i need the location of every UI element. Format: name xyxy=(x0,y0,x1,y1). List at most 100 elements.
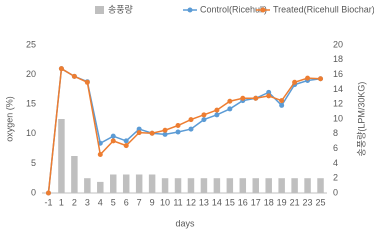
bar xyxy=(187,178,195,193)
x-tick-label: 6 xyxy=(124,197,129,207)
point xyxy=(110,138,116,144)
point xyxy=(188,117,194,123)
point xyxy=(97,152,103,158)
x-tick-label: 17 xyxy=(251,197,261,207)
x-tick-label: 13 xyxy=(199,197,209,207)
bar xyxy=(58,119,65,193)
point xyxy=(110,133,116,139)
y2-tick-label: 8 xyxy=(333,128,338,138)
legend-swatch xyxy=(95,6,104,14)
line xyxy=(47,67,321,194)
legend-swatch xyxy=(260,7,266,13)
bar xyxy=(174,178,182,193)
x-tick-label: 1 xyxy=(59,197,64,207)
bar xyxy=(110,174,117,193)
y-tick-label: 25 xyxy=(26,39,36,49)
bar xyxy=(200,178,208,193)
x-tick-label: 2 xyxy=(72,197,77,207)
point xyxy=(227,98,233,104)
x-tick-label: 10 xyxy=(160,197,170,207)
x-tick-label: 7 xyxy=(137,197,142,207)
x-tick-label: 21 xyxy=(290,197,300,207)
bar xyxy=(161,178,169,193)
bar xyxy=(97,181,104,193)
y2-axis-label: 송풍량(LPM/30KG) xyxy=(355,82,366,157)
y2-tick-label: 18 xyxy=(333,54,343,64)
y-tick-label: 5 xyxy=(31,158,36,168)
x-tick-label: -1 xyxy=(44,197,52,207)
point xyxy=(149,130,155,136)
y-tick-label: 15 xyxy=(26,99,36,109)
point xyxy=(162,131,168,137)
line xyxy=(47,67,321,194)
legend-label: 송풍량 xyxy=(108,3,133,14)
bar xyxy=(148,174,156,193)
bar xyxy=(226,178,234,193)
point xyxy=(305,75,311,81)
x-tick-label: 15 xyxy=(225,197,235,207)
point xyxy=(123,138,129,144)
point xyxy=(201,112,207,118)
y2-tick-label: 12 xyxy=(333,99,343,109)
point xyxy=(175,123,181,129)
bar xyxy=(291,178,298,193)
x-tick-label: 23 xyxy=(303,197,313,207)
point xyxy=(136,126,142,132)
y-axis-label: oxygen (%) xyxy=(4,96,14,142)
point xyxy=(45,190,51,196)
point xyxy=(136,130,142,136)
y-tick-label: 20 xyxy=(26,69,36,79)
point xyxy=(292,79,298,85)
bar xyxy=(265,178,272,193)
bar xyxy=(239,178,247,193)
x-axis-label: days xyxy=(175,218,195,228)
y2-tick-label: 14 xyxy=(333,84,343,94)
point xyxy=(71,73,77,79)
x-tick-label: 12 xyxy=(186,197,196,207)
bar xyxy=(278,178,285,193)
x-tick-label: 9 xyxy=(150,197,155,207)
point xyxy=(162,127,168,133)
point xyxy=(58,66,64,72)
bar xyxy=(252,178,259,193)
point xyxy=(240,95,246,101)
y2-tick-label: 6 xyxy=(333,143,338,153)
y2-tick-label: 10 xyxy=(333,113,343,123)
x-tick-label: 4 xyxy=(98,197,103,207)
point xyxy=(84,79,90,85)
x-tick-label: 18 xyxy=(264,197,274,207)
x-tick-label: 19 xyxy=(277,197,287,207)
legend-swatch xyxy=(187,7,193,13)
point xyxy=(188,126,194,132)
y2-tick-label: 4 xyxy=(333,158,338,168)
bar xyxy=(304,178,311,193)
y-tick-label: 10 xyxy=(26,128,36,138)
point xyxy=(253,95,259,101)
y-tick-label: 0 xyxy=(31,187,36,197)
bar xyxy=(122,174,130,193)
x-tick-label: 5 xyxy=(111,197,116,207)
point xyxy=(266,89,272,95)
y2-tick-label: 16 xyxy=(333,69,343,79)
x-tick-label: 3 xyxy=(85,197,90,207)
point xyxy=(214,107,220,113)
legend-label: Treated(Ricehull Biochar) xyxy=(273,4,374,14)
legend-label: Control(Ricehull) xyxy=(200,4,267,14)
point xyxy=(318,76,324,82)
bar xyxy=(71,156,78,193)
bar xyxy=(317,178,324,193)
y2-tick-label: 2 xyxy=(333,173,338,183)
x-tick-label: 14 xyxy=(212,197,222,207)
bar xyxy=(84,178,91,193)
x-tick-label: 25 xyxy=(316,197,326,207)
x-tick-label: 16 xyxy=(238,197,248,207)
bar xyxy=(135,174,143,193)
point xyxy=(279,98,285,104)
y2-tick-label: 0 xyxy=(333,187,338,197)
point xyxy=(227,106,233,112)
y2-tick-label: 20 xyxy=(333,39,343,49)
point xyxy=(279,102,285,108)
point xyxy=(175,129,181,135)
x-tick-label: 11 xyxy=(173,197,182,207)
